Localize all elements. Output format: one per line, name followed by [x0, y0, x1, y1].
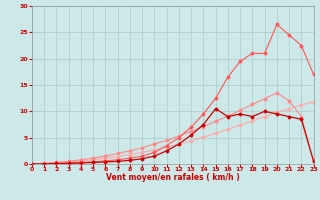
X-axis label: Vent moyen/en rafales ( km/h ): Vent moyen/en rafales ( km/h ): [106, 173, 240, 182]
